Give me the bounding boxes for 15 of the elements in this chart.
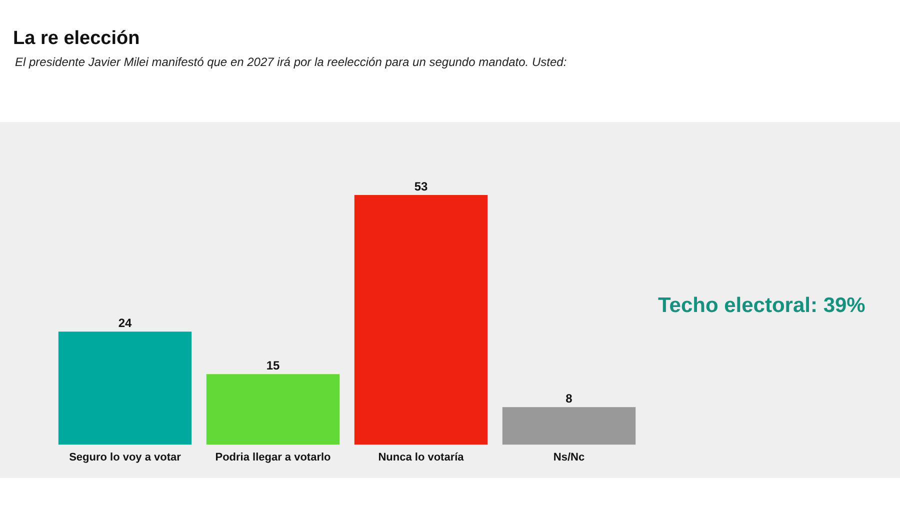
x-tick-label: Nunca lo votaría [378, 451, 465, 464]
data-label: 15 [266, 358, 280, 372]
bar [502, 407, 636, 445]
bar [354, 194, 488, 445]
x-tick-label: Seguro lo voy a votar [69, 451, 182, 464]
chart-subtitle: El presidente Javier Milei manifestó que en 2027 irá por la reelección para un segundo mandato. Usted: [15, 55, 567, 69]
bar [206, 374, 340, 445]
data-label: 53 [414, 179, 428, 194]
text: Techo electoral: 39% [658, 294, 866, 318]
x-tick-label: Ns/Nc [553, 451, 585, 464]
bar [58, 332, 192, 445]
data-label: 24 [118, 316, 132, 330]
chart-title: La re elección [13, 28, 140, 50]
x-tick-label: Podria llegar a votarlo [215, 451, 332, 464]
data-label: 8 [566, 391, 573, 406]
